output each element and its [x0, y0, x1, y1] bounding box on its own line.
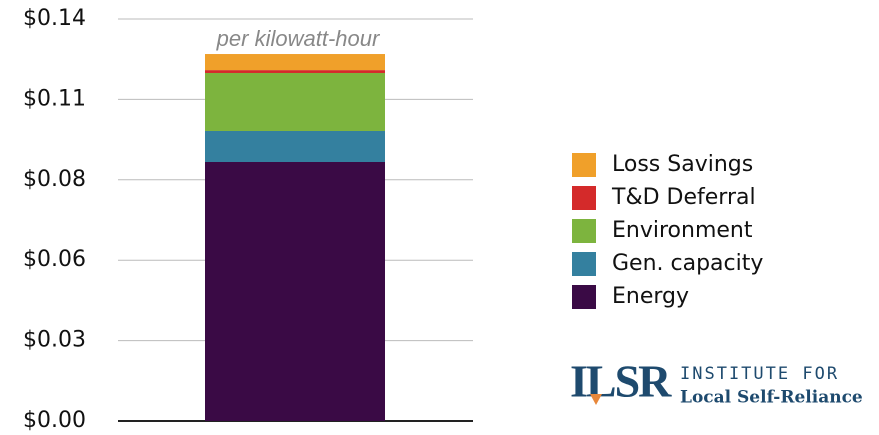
bar-segment	[205, 70, 385, 73]
bar-segment	[205, 161, 385, 422]
legend-swatch	[572, 252, 596, 276]
bar-segment	[205, 72, 385, 131]
bar-segment	[205, 130, 385, 162]
legend-swatch	[572, 285, 596, 309]
legend-swatch	[572, 153, 596, 177]
legend-label: Loss Savings	[612, 152, 753, 177]
legend-label: Gen. capacity	[612, 251, 763, 276]
y-tick-label: $0.14	[23, 6, 86, 31]
y-tick-label: $0.00	[23, 408, 86, 433]
logo-line1: INSTITUTE FOR	[680, 364, 839, 384]
bar-segment	[205, 54, 385, 71]
y-tick-label: $0.11	[23, 86, 86, 111]
logo-mark: ILSR	[570, 356, 672, 407]
legend-label: T&D Deferral	[611, 185, 756, 210]
y-tick-label: $0.03	[23, 328, 86, 353]
y-tick-label: $0.08	[23, 167, 86, 192]
logo-line2: Local Self-Reliance	[680, 388, 863, 408]
legend-swatch	[572, 219, 596, 243]
logo: ILSR INSTITUTE FOR Local Self-Reliance	[570, 356, 863, 408]
legend-label: Energy	[612, 284, 689, 309]
legend-swatch	[572, 186, 596, 210]
legend-label: Environment	[612, 218, 753, 243]
annotation: per kilowatt-hour	[216, 26, 381, 51]
logo-triangle	[590, 394, 602, 405]
y-tick-label: $0.06	[23, 247, 86, 272]
